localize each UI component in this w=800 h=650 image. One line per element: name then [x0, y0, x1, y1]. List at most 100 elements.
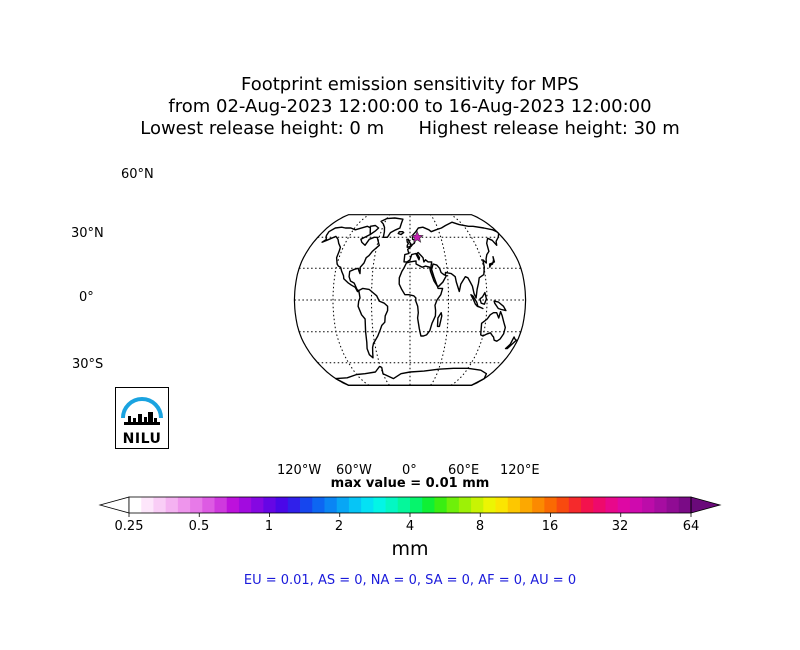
plot-title-line-1: Footprint emission sensitivity for MPS — [241, 74, 579, 95]
lon-label-60w: 60°W — [336, 463, 372, 478]
colorbar-segment — [544, 497, 558, 513]
landmass-antarctica — [335, 365, 488, 386]
colorbar-segment — [678, 497, 692, 513]
colorbar-segment — [385, 497, 399, 513]
colorbar-segment — [275, 497, 289, 513]
colorbar-segment — [226, 497, 240, 513]
colorbar-tick-label: 16 — [541, 519, 559, 534]
colorbar-segment — [141, 497, 154, 513]
colorbar-segment — [263, 497, 277, 513]
landmass-iceland — [397, 231, 405, 236]
landmass-uk — [406, 238, 412, 248]
colorbar-segment — [556, 497, 570, 513]
landmass-baffin — [369, 224, 380, 236]
landmass-japan — [488, 256, 496, 268]
colorbar-segment — [605, 497, 619, 513]
colorbar-segment — [238, 497, 252, 513]
colorbar-segment — [642, 497, 655, 513]
landmass-europe-asia — [403, 221, 500, 299]
colorbar-segment — [165, 497, 179, 513]
colorbar-tick-label: 64 — [682, 519, 700, 534]
lon-label-120w: 120°W — [277, 463, 322, 478]
colorbar-segment — [300, 497, 313, 513]
colorbar-min-extension — [98, 496, 130, 514]
lon-label-60e: 60°E — [448, 463, 480, 478]
lat-label-30n: 30°N — [71, 226, 104, 241]
colorbar-segment — [532, 497, 545, 513]
landmass-borneo — [479, 291, 488, 305]
max-value-label: max value = 0.01 mm — [330, 476, 490, 491]
landmass-africa — [398, 260, 444, 337]
nilu-logo-icon — [121, 397, 163, 425]
colorbar-segment — [654, 497, 667, 513]
colorbar-segment — [471, 497, 484, 513]
colorbar-segment — [397, 497, 411, 513]
landmass-indonesia — [470, 294, 484, 310]
lat-label-equator: 0° — [79, 290, 94, 305]
graticule — [294, 214, 526, 386]
lon-label-0: 0° — [402, 463, 417, 478]
colorbar-segment — [581, 497, 594, 513]
colorbar — [98, 496, 722, 517]
colorbar-segment — [153, 497, 167, 513]
colorbar-segment — [190, 497, 203, 513]
colorbar-segment — [422, 497, 435, 513]
colorbar-segment — [410, 497, 423, 513]
landmass-australia — [480, 310, 506, 342]
colorbar-tick-label: 4 — [405, 519, 415, 534]
colorbar-segment — [129, 497, 142, 513]
colorbar-segment — [177, 497, 191, 513]
station-marker-icon — [410, 230, 424, 243]
landmass-arabia — [430, 263, 448, 287]
colorbar-segment — [361, 497, 374, 513]
lat-label-30s: 30°S — [72, 357, 104, 372]
colorbar-tick-label: 2 — [334, 519, 344, 534]
nilu-logo: NILU — [115, 387, 169, 449]
colorbar-segment — [324, 497, 338, 513]
colorbar-segment — [287, 497, 301, 513]
landmass-north-america — [321, 225, 380, 293]
region-totals: EU = 0.01, AS = 0, NA = 0, SA = 0, AF = … — [243, 573, 577, 588]
colorbar-tick-label: 0.5 — [188, 519, 210, 534]
colorbar-segment — [495, 497, 509, 513]
continents — [321, 217, 517, 386]
lat-label-60n: 60°N — [121, 167, 154, 182]
meridian-line — [371, 214, 390, 386]
colorbar-segment — [434, 497, 448, 513]
lowest-release-height: Lowest release height: 0 m — [140, 118, 385, 139]
landmass-greenland — [380, 217, 404, 238]
colorbar-segment — [629, 497, 643, 513]
colorbar-segment — [458, 497, 472, 513]
colorbar-segment — [214, 497, 228, 513]
meridian-line — [332, 214, 370, 386]
colorbar-segment — [593, 497, 606, 513]
meridian-line — [430, 214, 449, 386]
lon-label-120e: 120°E — [500, 463, 540, 478]
colorbar-tick-label: 0.25 — [114, 519, 144, 534]
colorbar-segment — [312, 497, 325, 513]
colorbar-segment — [336, 497, 350, 513]
landmass-madagascar — [436, 312, 443, 328]
plot-title-line-2: from 02-Aug-2023 12:00:00 to 16-Aug-2023… — [168, 96, 652, 117]
map-boundary — [293, 214, 527, 386]
landmass-new-guinea — [493, 300, 507, 312]
colorbar-segment — [483, 497, 496, 513]
colorbar-segment — [373, 497, 386, 513]
colorbar-segment — [202, 497, 215, 513]
colorbar-max-extension — [690, 496, 722, 514]
colorbar-segment — [519, 497, 533, 513]
colorbar-segment — [568, 497, 582, 513]
colorbar-tick-label: 1 — [264, 519, 274, 534]
landmass-south-america — [357, 287, 389, 359]
colorbar-segment — [348, 497, 362, 513]
plot-title-line-3: Lowest release height: 0 m Highest relea… — [0, 118, 800, 140]
landmass-new-zealand — [504, 336, 517, 350]
colorbar-tick-label: 32 — [611, 519, 629, 534]
colorbar-segment — [617, 497, 631, 513]
colorbar-segment — [507, 497, 521, 513]
colorbar-segment — [251, 497, 264, 513]
meridian-line — [450, 214, 488, 386]
colorbar-tick-label: 8 — [475, 519, 485, 534]
highest-release-height: Highest release height: 30 m — [418, 118, 680, 139]
